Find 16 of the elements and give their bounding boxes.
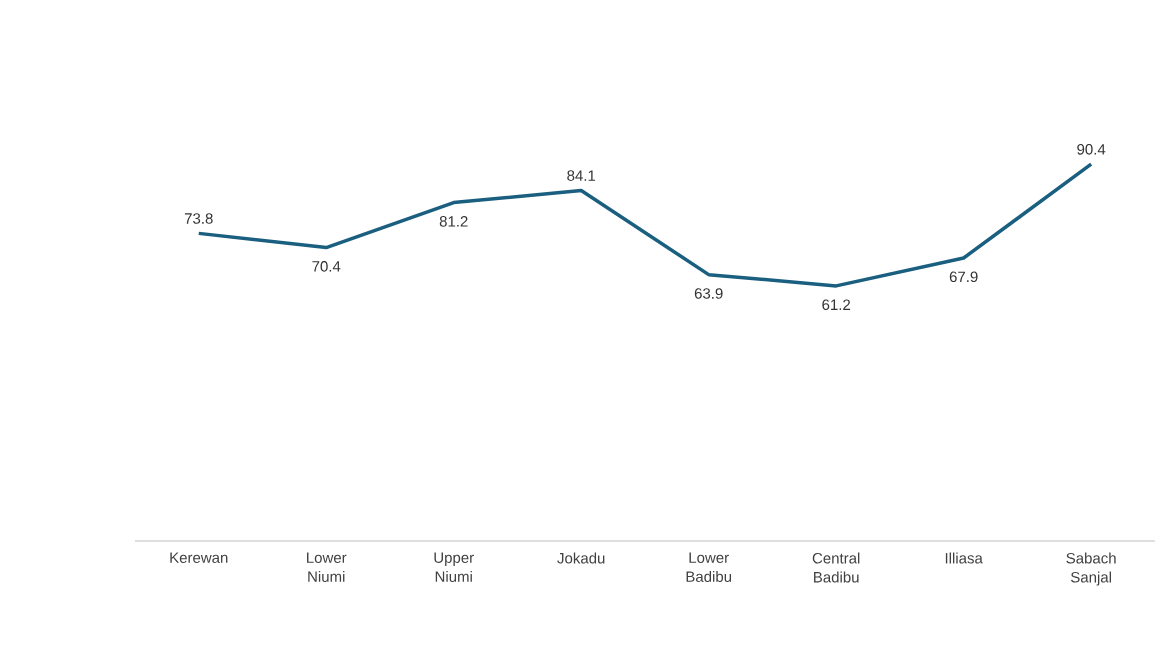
data-label: 73.8 (184, 213, 213, 224)
data-label: 84.1 (567, 170, 596, 181)
x-tick-label: Lower Badibu (686, 552, 732, 582)
x-tick-label: Upper Niumi (434, 552, 474, 582)
data-label: 63.9 (694, 288, 723, 299)
data-label: 61.2 (822, 299, 851, 311)
x-tick-label: Lower Niumi (307, 552, 347, 582)
data-label: 67.9 (949, 271, 978, 283)
data-label: 90.4 (1077, 144, 1106, 155)
x-tick-label: Illiasa (945, 552, 983, 564)
x-tick-label: Jokadu (557, 552, 605, 564)
x-tick-label: Sabach Sanjal (1066, 552, 1116, 586)
data-label: 81.2 (439, 216, 468, 227)
x-tick-label: Kerewan (170, 552, 228, 563)
data-label: 70.4 (312, 261, 341, 272)
x-tick-label: Central Badibu (812, 552, 860, 583)
